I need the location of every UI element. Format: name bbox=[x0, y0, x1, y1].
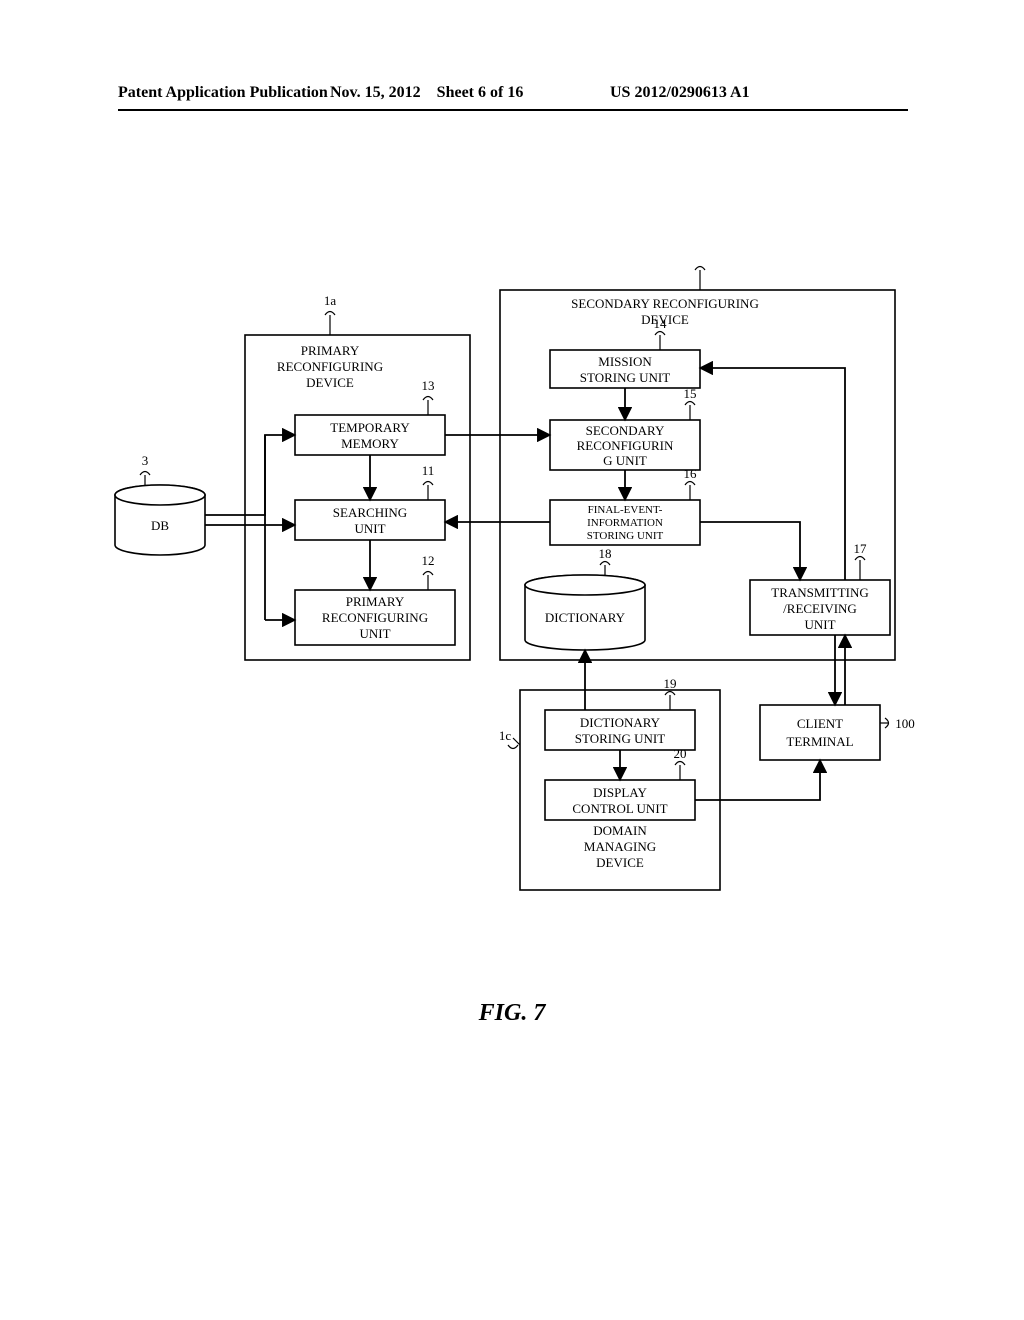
searching-ref: 11 bbox=[422, 463, 435, 478]
header-doc-number: US 2012/0290613 A1 bbox=[610, 84, 750, 102]
mission-l2: STORING UNIT bbox=[580, 370, 670, 385]
primary-device-l3: DEVICE bbox=[306, 375, 354, 390]
client-terminal-node: CLIENT TERMINAL 100 bbox=[760, 705, 915, 760]
dict-storing-node: DICTIONARY STORING UNIT 19 bbox=[545, 676, 695, 750]
tx-rx-node: TRANSMITTING /RECEIVING UNIT 17 bbox=[750, 541, 890, 635]
domain-device-l3: DEVICE bbox=[596, 855, 644, 870]
display-ctrl-l1: DISPLAY bbox=[593, 785, 647, 800]
primary-reconfig-ref: 12 bbox=[422, 553, 435, 568]
dict-storing-l2: STORING UNIT bbox=[575, 731, 665, 746]
header-left: Patent Application Publication bbox=[118, 84, 328, 102]
final-event-l3: STORING UNIT bbox=[587, 530, 664, 542]
primary-device-ref: 1a bbox=[324, 293, 337, 308]
dictionary-node: DICTIONARY 18 bbox=[525, 546, 645, 650]
dictionary-ref: 18 bbox=[599, 546, 612, 561]
primary-device-l2: RECONFIGURING bbox=[277, 359, 383, 374]
primary-reconfig-l2: RECONFIGURING bbox=[322, 610, 428, 625]
secondary-reconfig-l1: SECONDARY bbox=[586, 423, 665, 438]
display-ctrl-ref: 20 bbox=[674, 746, 687, 761]
secondary-reconfig-l3: G UNIT bbox=[603, 453, 647, 468]
header-rule bbox=[118, 109, 908, 111]
db-node: DB 3 bbox=[115, 453, 205, 555]
domain-device-l2: MANAGING bbox=[584, 839, 656, 854]
secondary-reconfig-l2: RECONFIGURIN bbox=[577, 438, 674, 453]
diagram-area: DB 3 PRIMARY RECONFIGURING DEVICE 1a TEM… bbox=[100, 260, 920, 960]
db-label: DB bbox=[151, 518, 169, 533]
primary-reconfig-node: PRIMARY RECONFIGURING UNIT 12 bbox=[295, 553, 455, 645]
dictionary-label: DICTIONARY bbox=[545, 610, 626, 625]
temp-memory-l1: TEMPORARY bbox=[330, 420, 410, 435]
final-event-l2: INFORMATION bbox=[587, 517, 663, 529]
temp-memory-l2: MEMORY bbox=[341, 436, 399, 451]
diagram-svg: DB 3 PRIMARY RECONFIGURING DEVICE 1a TEM… bbox=[100, 260, 920, 960]
secondary-device-l1: SECONDARY RECONFIGURING bbox=[571, 296, 759, 311]
db-ref: 3 bbox=[142, 453, 149, 468]
header-sheet: Sheet 6 of 16 bbox=[437, 84, 524, 101]
client-ref: 100 bbox=[895, 716, 915, 731]
client-l2: TERMINAL bbox=[786, 734, 853, 749]
final-event-ref: 16 bbox=[684, 466, 698, 481]
searching-l2: UNIT bbox=[354, 521, 385, 536]
dict-storing-ref: 19 bbox=[664, 676, 677, 691]
final-event-l1: FINAL-EVENT- bbox=[588, 504, 663, 516]
client-l1: CLIENT bbox=[797, 716, 843, 731]
searching-l1: SEARCHING bbox=[333, 505, 407, 520]
domain-device-ref: 1c bbox=[499, 728, 512, 743]
figure-caption: FIG. 7 bbox=[0, 1000, 1024, 1027]
mission-ref: 14 bbox=[654, 316, 668, 331]
display-ctrl-l2: CONTROL UNIT bbox=[572, 801, 667, 816]
secondary-reconfig-ref: 15 bbox=[684, 386, 697, 401]
primary-reconfig-l3: UNIT bbox=[359, 626, 390, 641]
page-header: Patent Application Publication Nov. 15, … bbox=[0, 84, 1024, 106]
primary-device-l1: PRIMARY bbox=[301, 343, 360, 358]
primary-reconfig-l1: PRIMARY bbox=[346, 594, 405, 609]
dict-storing-l1: DICTIONARY bbox=[580, 715, 661, 730]
tx-rx-l3: UNIT bbox=[804, 617, 835, 632]
header-mid: Nov. 15, 2012 Sheet 6 of 16 bbox=[330, 84, 523, 102]
secondary-device-ref: 1b bbox=[694, 260, 707, 261]
domain-device-l1: DOMAIN bbox=[593, 823, 647, 838]
tx-rx-l1: TRANSMITTING bbox=[771, 585, 869, 600]
temp-memory-ref: 13 bbox=[422, 378, 435, 393]
tx-rx-ref: 17 bbox=[854, 541, 868, 556]
header-date: Nov. 15, 2012 bbox=[330, 84, 421, 101]
mission-l1: MISSION bbox=[598, 354, 652, 369]
tx-rx-l2: /RECEIVING bbox=[783, 601, 857, 616]
